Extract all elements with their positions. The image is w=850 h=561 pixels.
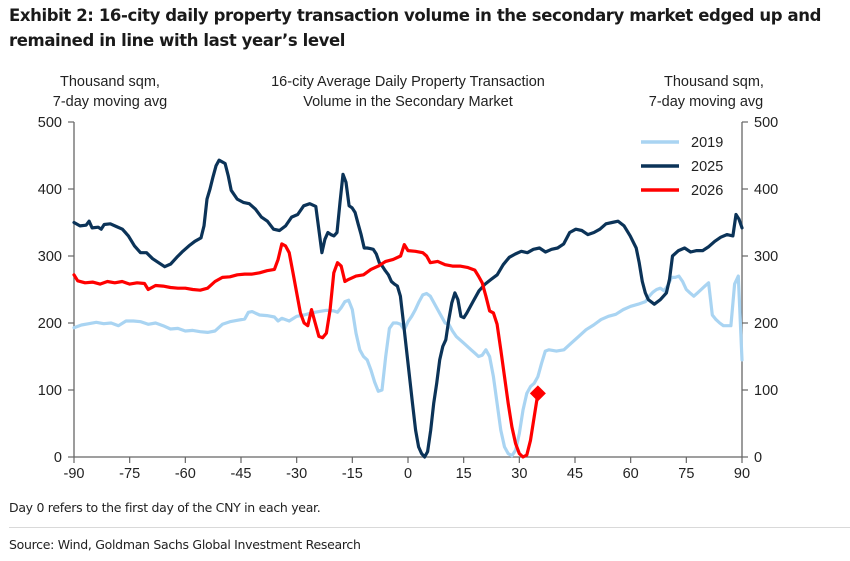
right-y-tick-label: 100 (754, 383, 778, 399)
x-tick-label: 0 (404, 466, 412, 482)
left-y-tick-label: 500 (38, 115, 62, 131)
chart-title-line-2: Volume in the Secondary Market (303, 94, 513, 110)
right-y-tick-label: 400 (754, 182, 778, 198)
left-y-tick-label: 200 (38, 316, 62, 332)
x-tick-label: -90 (64, 466, 85, 482)
left-y-tick-label: 300 (38, 249, 62, 265)
right-y-tick-label: 200 (754, 316, 778, 332)
right-y-tick-label: 0 (754, 450, 762, 466)
right-y-tick-label: 500 (754, 115, 778, 131)
x-tick-label: 45 (567, 466, 583, 482)
x-tick-label: -75 (119, 466, 140, 482)
series-layer (72, 158, 744, 459)
series-line-2026 (72, 242, 540, 459)
left-y-tick-label: 400 (38, 182, 62, 198)
left-y-axis-label-line-2: 7-day moving avg (53, 94, 167, 110)
legend-label-2019: 2019 (691, 135, 723, 151)
legend-item-2019: 2019 (641, 135, 723, 151)
legend-label-2025: 2025 (691, 159, 723, 175)
x-tick-label: -15 (342, 466, 363, 482)
divider (9, 527, 850, 528)
right-y-axis-label: Thousand sqm, 7-day moving avg (649, 74, 764, 110)
footnote: Day 0 refers to the first day of the CNY… (9, 500, 321, 515)
x-tick-label: 30 (511, 466, 527, 482)
right-y-axis-label-line-2: 7-day moving avg (649, 94, 763, 110)
chart-title-line-1: 16-city Average Daily Property Transacti… (271, 74, 545, 90)
legend-item-2026: 2026 (641, 183, 723, 199)
x-tick-label: 90 (734, 466, 750, 482)
x-tick-label: -30 (286, 466, 307, 482)
legend-label-2026: 2026 (691, 183, 723, 199)
right-y-axis-label-line-1: Thousand sqm, (664, 74, 764, 90)
left-y-tick-label: 100 (38, 383, 62, 399)
left-y-tick-label: 0 (54, 450, 62, 466)
x-tick-label: -60 (175, 466, 196, 482)
chart-title: 16-city Average Daily Property Transacti… (271, 74, 545, 110)
legend-item-2025: 2025 (641, 159, 723, 175)
x-tick-label: -45 (231, 466, 252, 482)
legend: 2019 2025 2026 (641, 135, 723, 199)
left-y-axis-label: Thousand sqm, 7-day moving avg (53, 74, 167, 110)
series-line-2025 (72, 158, 744, 459)
right-y-tick-label: 300 (754, 249, 778, 265)
exhibit-title: Exhibit 2: 16-city daily property transa… (9, 6, 822, 50)
left-y-axis-label-line-1: Thousand sqm, (60, 74, 160, 90)
x-tick-label: 60 (623, 466, 639, 482)
x-tick-label: 75 (678, 466, 694, 482)
source-note: Source: Wind, Goldman Sachs Global Inves… (9, 537, 361, 552)
series-line-2019 (72, 274, 744, 458)
x-tick-label: 15 (456, 466, 472, 482)
latest-point-marker (529, 385, 546, 402)
